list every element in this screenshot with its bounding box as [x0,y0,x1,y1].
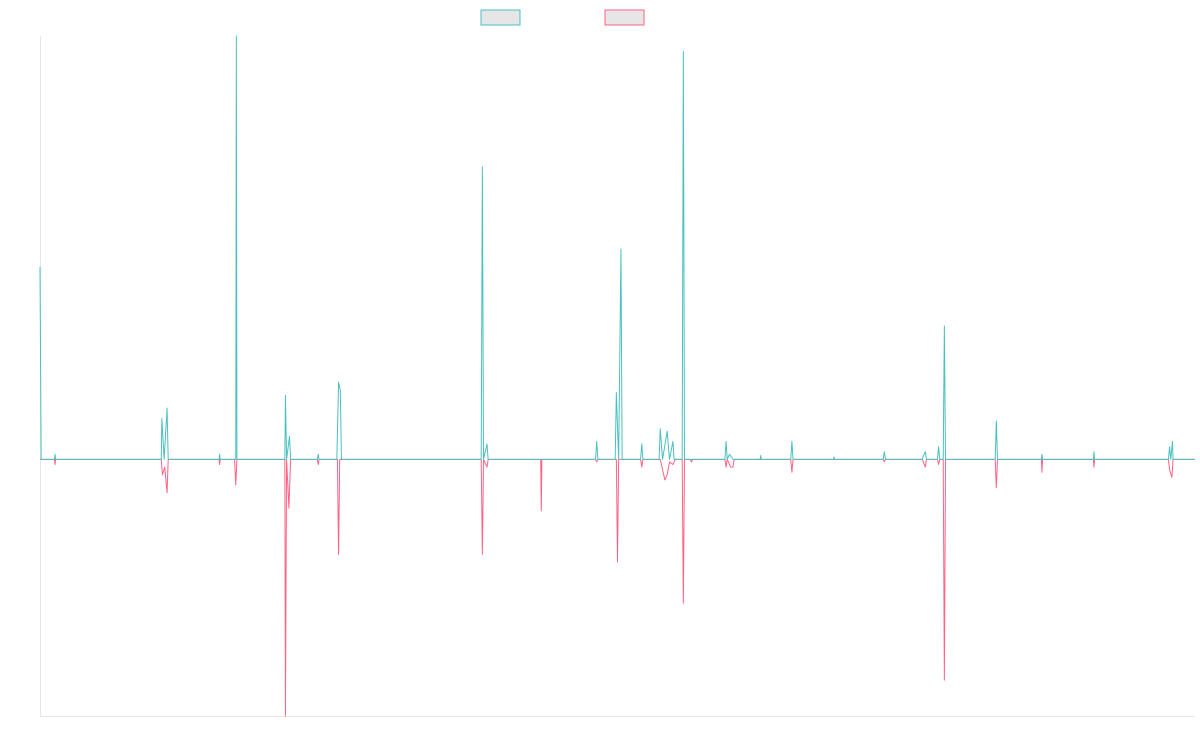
series-line-upper [39,35,1195,460]
legend-swatch-lower[interactable] [604,9,645,26]
axes [40,36,1195,717]
series-line-lower [40,458,1195,717]
series-layer [39,35,1195,717]
legend[interactable] [480,9,645,26]
legend-swatch-upper[interactable] [480,9,521,26]
